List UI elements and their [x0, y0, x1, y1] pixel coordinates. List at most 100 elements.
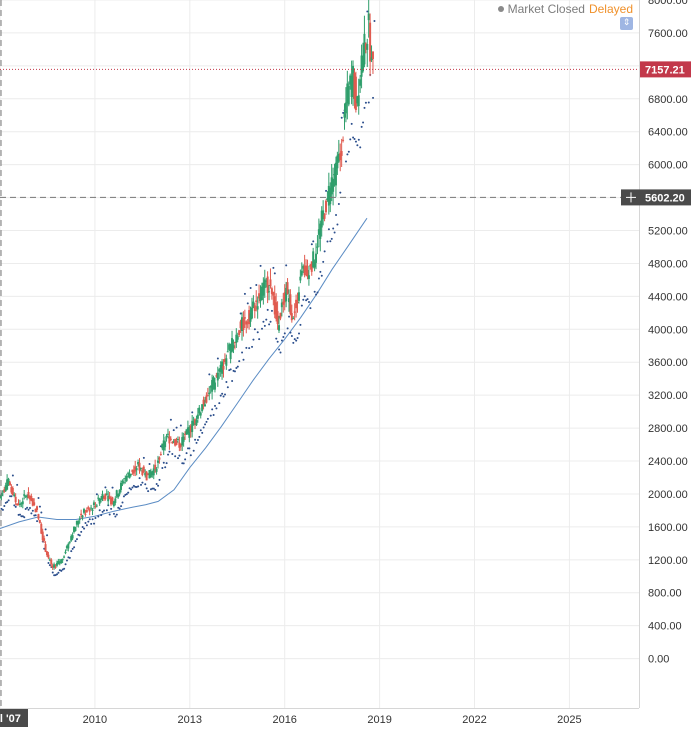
- sar-dot: [104, 486, 107, 489]
- sar-dot: [120, 505, 123, 508]
- sar-dot: [261, 327, 264, 330]
- sar-dot: [152, 487, 155, 490]
- sar-dot: [330, 237, 333, 240]
- candle-body: [305, 265, 308, 272]
- sar-dot: [154, 488, 157, 491]
- sar-dot: [38, 505, 41, 508]
- candle-body: [245, 321, 248, 325]
- candle-body: [174, 439, 177, 446]
- sar-dot: [101, 510, 104, 513]
- candle-body: [118, 489, 121, 495]
- candle-body: [87, 507, 90, 509]
- sar-dot: [16, 483, 19, 486]
- sar-dot: [90, 522, 93, 525]
- sar-dot: [122, 495, 125, 498]
- candle-body: [102, 497, 105, 499]
- sar-dot: [130, 488, 133, 491]
- y-tick-label: 6400.00: [648, 127, 688, 139]
- y-tick-label: 1200.00: [648, 555, 688, 567]
- sar-dot: [226, 386, 229, 389]
- sar-dot: [185, 452, 188, 455]
- candle-body: [58, 561, 61, 564]
- sar-dot: [333, 231, 336, 234]
- sar-dot: [360, 125, 363, 128]
- candle-body: [53, 564, 56, 568]
- candle-body: [286, 282, 289, 294]
- candle-body: [315, 253, 318, 263]
- sar-dot: [251, 345, 254, 348]
- candle-body: [80, 513, 83, 516]
- candle-body: [138, 462, 141, 471]
- sar-dot: [95, 493, 98, 496]
- sar-dot: [7, 499, 10, 502]
- candle-body: [26, 496, 29, 498]
- candle-body: [231, 338, 234, 352]
- candle-body: [360, 55, 363, 77]
- candle-body: [158, 457, 161, 460]
- candle-body: [342, 139, 345, 141]
- sar-dot: [347, 150, 350, 153]
- y-tick-label: 400.00: [648, 621, 682, 633]
- candle-body: [352, 65, 355, 93]
- sar-dot: [346, 153, 349, 156]
- candle-body: [145, 471, 148, 481]
- sar-dot: [46, 534, 49, 537]
- candle-body: [185, 429, 188, 435]
- sar-dot: [275, 337, 278, 340]
- candle-body: [299, 276, 302, 281]
- candle-body: [357, 95, 360, 107]
- candle-body: [327, 185, 330, 206]
- sar-dot: [205, 420, 208, 423]
- status-dot-icon: [497, 6, 504, 12]
- candle-body: [155, 468, 158, 472]
- candle-body: [33, 502, 36, 506]
- sar-dot: [169, 418, 172, 421]
- sar-dot: [198, 435, 201, 438]
- candle-body: [215, 375, 218, 377]
- updown-arrows-icon[interactable]: ⇕: [620, 17, 633, 30]
- sar-dot: [121, 501, 124, 504]
- y-tick-label: 4000.00: [648, 324, 688, 336]
- sar-dot: [3, 505, 6, 508]
- sar-dot: [21, 515, 24, 518]
- price-axis[interactable]: 0.00 400.00 800.00 1200.00 1600.00 2000.00 240…: [621, 0, 691, 666]
- sar-dot: [309, 307, 312, 310]
- candle-body: [142, 466, 145, 472]
- sar-dot: [73, 546, 76, 549]
- sar-dot: [48, 564, 51, 567]
- candle-body: [263, 279, 266, 289]
- sar-dot: [310, 243, 313, 246]
- candle-body: [44, 544, 47, 552]
- candle-body: [208, 392, 211, 395]
- sar-dot: [144, 483, 147, 486]
- x-tick-label: 2010: [83, 714, 107, 726]
- candle-body: [1, 491, 4, 493]
- candle-body: [31, 498, 34, 506]
- candle-body: [125, 475, 128, 481]
- y-tick-label: 6000.00: [648, 160, 688, 172]
- candle-body: [166, 433, 169, 435]
- candle-body: [137, 462, 140, 465]
- sar-dot: [208, 373, 211, 376]
- time-axis[interactable]: Jul '07 2010 2013 2016 2019 2022 2025: [0, 709, 582, 727]
- candle-body: [198, 407, 201, 414]
- candle-body: [272, 291, 275, 296]
- sar-dot: [91, 518, 94, 521]
- candle-body: [336, 155, 339, 169]
- sar-dot: [326, 240, 329, 243]
- sar-dot: [64, 563, 67, 566]
- candle-body: [324, 200, 327, 213]
- sar-dot: [13, 504, 16, 507]
- candle-body: [77, 521, 80, 525]
- sar-dot: [265, 318, 268, 321]
- sar-dot: [0, 507, 3, 510]
- sar-dot: [27, 508, 30, 511]
- candle-body: [250, 307, 253, 319]
- candle-body: [195, 420, 198, 426]
- sar-dot: [218, 402, 221, 405]
- candle-body: [84, 513, 87, 515]
- sar-dot: [115, 513, 118, 516]
- candle-body: [265, 280, 268, 282]
- candle-body: [119, 482, 122, 490]
